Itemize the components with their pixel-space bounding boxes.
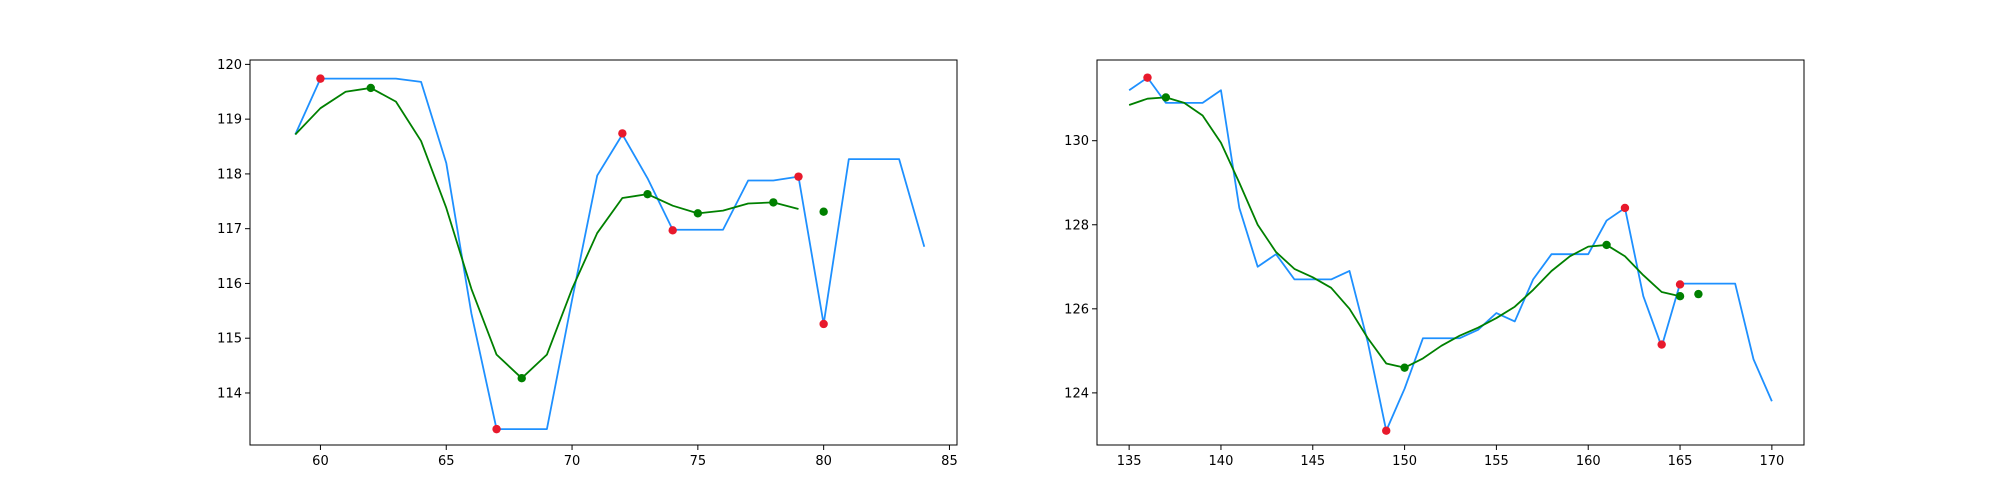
scatter-point-3-3 bbox=[668, 226, 677, 235]
y-tick-label-0: 124 bbox=[1064, 386, 1089, 401]
x-tick-label-1: 140 bbox=[1209, 454, 1234, 469]
right-chart-panel: 135 140 145 150 155 160 165 170 124 126 128 130 bbox=[1064, 59, 1805, 469]
x-tick-label-7: 170 bbox=[1759, 454, 1784, 469]
scatter-point-3-5 bbox=[819, 319, 828, 329]
x-tick-label-3: 75 bbox=[690, 454, 707, 469]
y-tick-label-1: 115 bbox=[217, 332, 242, 347]
plot-frame bbox=[1096, 59, 1805, 446]
scatter-point-2-5 bbox=[819, 207, 828, 216]
x-tick-label-4: 155 bbox=[1484, 454, 1509, 469]
y-tick-label-3: 130 bbox=[1064, 134, 1089, 149]
y-tick-label-1: 126 bbox=[1064, 302, 1089, 317]
y-tick-label-4: 118 bbox=[217, 167, 242, 182]
scatter-point-3-1 bbox=[1382, 426, 1391, 435]
y-tick-label-0: 114 bbox=[217, 386, 242, 401]
scatter-point-3-1 bbox=[492, 424, 501, 434]
scatter-point-3-2 bbox=[1620, 203, 1630, 213]
scatter-point-3-0 bbox=[316, 74, 325, 83]
scatter-point-3-4 bbox=[794, 172, 803, 181]
scatter-point-2-4 bbox=[1694, 289, 1703, 299]
scatter-point-3-3 bbox=[1657, 340, 1666, 349]
plot-frame bbox=[249, 59, 958, 446]
y-tick-label-2: 116 bbox=[217, 277, 242, 292]
scatter-point-2-3 bbox=[1675, 292, 1685, 301]
x-tick-label-3: 150 bbox=[1392, 454, 1417, 469]
scatter-point-2-1 bbox=[517, 373, 526, 383]
y-tick-label-6: 120 bbox=[217, 58, 242, 73]
left-chart-panel: 60 65 70 75 80 85 114 115 116 117 118 119 120 bbox=[217, 58, 958, 469]
y-tick-label-2: 128 bbox=[1064, 218, 1089, 233]
scatter-point-2-0 bbox=[366, 83, 375, 93]
series-line-1 bbox=[294, 87, 799, 380]
x-tick-label-2: 145 bbox=[1300, 454, 1325, 469]
y-tick-label-3: 117 bbox=[217, 222, 242, 237]
scatter-point-3-2 bbox=[618, 129, 627, 138]
scatter-point-2-0 bbox=[1161, 93, 1171, 102]
x-tick-label-4: 80 bbox=[815, 454, 832, 469]
scatter-point-2-2 bbox=[643, 189, 652, 199]
scatter-point-3-0 bbox=[1143, 73, 1152, 82]
scatter-point-2-1 bbox=[1400, 363, 1409, 372]
scatter-point-3-4 bbox=[1675, 280, 1685, 289]
series-line-0 bbox=[294, 77, 926, 431]
y-tick-label-5: 119 bbox=[217, 113, 242, 128]
scatter-point-2-4 bbox=[769, 198, 778, 207]
x-tick-label-1: 65 bbox=[438, 454, 455, 469]
x-tick-label-2: 70 bbox=[564, 454, 581, 469]
x-tick-label-5: 85 bbox=[941, 454, 958, 469]
x-tick-label-6: 165 bbox=[1668, 454, 1693, 469]
scatter-point-2-3 bbox=[693, 209, 703, 218]
x-tick-label-5: 160 bbox=[1576, 454, 1601, 469]
series-line-0 bbox=[1128, 76, 1773, 432]
scatter-point-2-2 bbox=[1602, 240, 1611, 250]
x-tick-label-0: 60 bbox=[312, 454, 329, 469]
x-tick-label-0: 135 bbox=[1117, 454, 1142, 469]
